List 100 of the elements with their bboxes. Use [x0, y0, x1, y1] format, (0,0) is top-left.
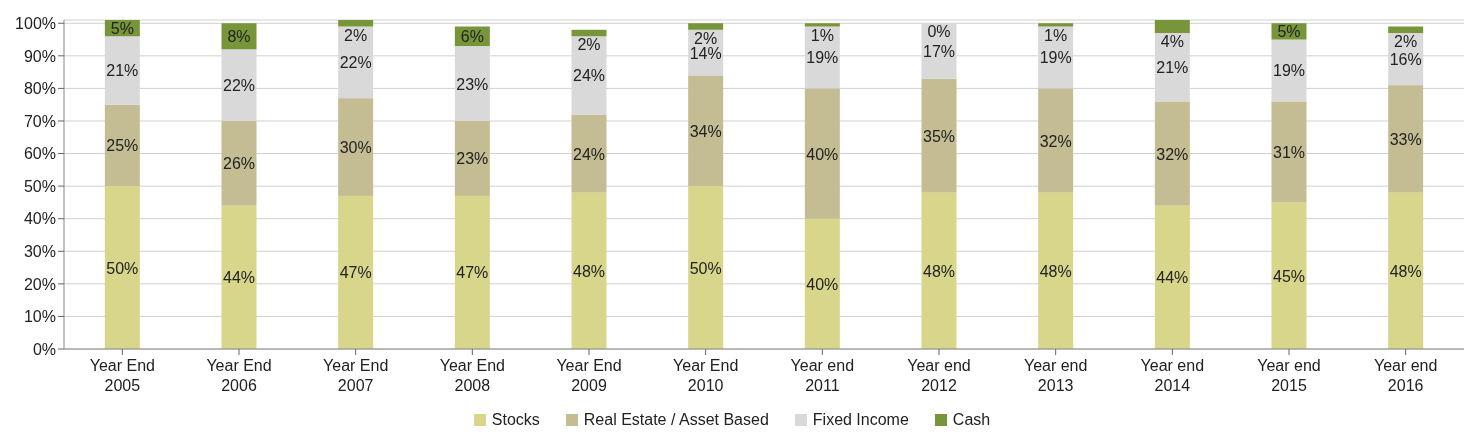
- y-tick-label: 90%: [23, 47, 56, 65]
- y-tick-label: 80%: [23, 80, 56, 98]
- x-tick-label: Year End 2006: [206, 357, 272, 394]
- bar: [221, 120, 257, 206]
- data-label: 24%: [572, 67, 606, 85]
- bar: [338, 195, 374, 349]
- bar: [571, 29, 607, 37]
- data-label: 2%: [344, 26, 368, 44]
- bar: [688, 186, 724, 349]
- bar: [571, 114, 607, 193]
- legend-label: Cash: [952, 411, 991, 429]
- data-label: 1%: [1044, 26, 1068, 44]
- data-label: 25%: [106, 137, 139, 155]
- data-label: 16%: [1389, 51, 1422, 69]
- y-tick-label: 70%: [23, 112, 56, 130]
- data-label: 21%: [1156, 59, 1189, 77]
- y-tick-label: 100%: [15, 14, 56, 32]
- x-tick-label: Year end 2016: [1373, 357, 1438, 394]
- data-label: 32%: [1156, 145, 1189, 163]
- data-label: 33%: [1389, 130, 1422, 148]
- data-label: 19%: [1039, 49, 1072, 67]
- bar: [1388, 26, 1424, 34]
- x-tick-label: Year end 2015: [1257, 357, 1321, 394]
- data-label: 22%: [339, 54, 372, 72]
- data-label: 23%: [456, 75, 489, 93]
- data-label: 26%: [222, 155, 256, 173]
- data-label: 48%: [922, 262, 956, 280]
- bar: [571, 192, 607, 349]
- data-label: 1%: [810, 26, 834, 44]
- y-tick-label: 10%: [23, 308, 56, 326]
- legend-label: Stocks: [491, 411, 540, 429]
- data-label: 17%: [922, 42, 956, 60]
- bar: [104, 104, 140, 187]
- data-label: 19%: [806, 49, 839, 67]
- data-label: 40%: [806, 145, 839, 163]
- bar: [804, 23, 840, 27]
- bar: [688, 23, 724, 30]
- data-label: 2%: [694, 29, 718, 47]
- data-label: 6%: [460, 28, 484, 46]
- data-label: 22%: [222, 77, 256, 95]
- data-label: 40%: [806, 275, 839, 293]
- bar: [1038, 23, 1074, 27]
- data-label: 23%: [456, 150, 489, 168]
- data-label: 19%: [1272, 62, 1306, 80]
- bar: [1388, 85, 1424, 193]
- bar: [1038, 192, 1074, 349]
- data-label: 47%: [339, 264, 372, 282]
- data-label: 50%: [689, 259, 722, 277]
- data-label: 32%: [1039, 132, 1072, 150]
- bar: [454, 195, 490, 349]
- data-label: 48%: [1389, 262, 1422, 280]
- legend-label: Real Estate / Asset Based: [583, 411, 769, 429]
- data-label: 24%: [572, 145, 606, 163]
- x-tick-label: Year end 2012: [907, 357, 971, 394]
- data-label: 34%: [689, 122, 722, 140]
- data-label: 31%: [1272, 143, 1306, 161]
- bar: [338, 98, 374, 196]
- x-tick-label: Year end 2011: [790, 357, 855, 394]
- data-label: 35%: [922, 127, 956, 145]
- bar: [338, 20, 374, 27]
- data-label: 50%: [106, 259, 139, 277]
- data-label: 45%: [1272, 267, 1306, 285]
- data-label: 44%: [1156, 269, 1189, 287]
- bar: [221, 205, 257, 349]
- data-label: 4%: [1160, 33, 1184, 51]
- data-label: 47%: [456, 264, 489, 282]
- bar: [688, 75, 724, 187]
- bar: [921, 78, 957, 193]
- y-tick-label: 20%: [23, 275, 56, 293]
- y-tick-label: 30%: [23, 242, 56, 260]
- bar: [1154, 20, 1190, 34]
- data-label: 14%: [689, 44, 722, 62]
- bar: [1271, 202, 1307, 349]
- bar: [104, 186, 140, 349]
- data-label: 2%: [577, 36, 601, 54]
- x-tick-label: Year End 2005: [89, 357, 155, 394]
- bar: [1038, 88, 1074, 193]
- data-label: 48%: [1039, 262, 1072, 280]
- data-label: 0%: [927, 23, 951, 41]
- x-tick-label: Year End 2007: [323, 357, 389, 394]
- bar: [1154, 101, 1190, 206]
- x-tick-label: Year End 2008: [439, 357, 505, 394]
- data-label: 2%: [1394, 33, 1418, 51]
- data-label: 30%: [339, 139, 372, 157]
- bar: [921, 192, 957, 349]
- data-label: 5%: [110, 20, 134, 38]
- bar: [1154, 205, 1190, 349]
- y-tick-label: 60%: [23, 145, 56, 163]
- y-tick-label: 50%: [23, 177, 56, 195]
- legend-label: Fixed Income: [812, 411, 909, 429]
- data-label: 44%: [222, 269, 256, 287]
- x-tick-label: Year end 2013: [1023, 357, 1088, 394]
- x-tick-label: Year end 2014: [1140, 357, 1205, 394]
- bar: [1271, 101, 1307, 203]
- data-label: 21%: [106, 62, 139, 80]
- bar: [1388, 192, 1424, 349]
- data-label: 5%: [1277, 23, 1301, 41]
- data-label: 48%: [572, 262, 606, 280]
- data-label: 8%: [227, 28, 251, 46]
- y-tick-label: 0%: [32, 340, 56, 358]
